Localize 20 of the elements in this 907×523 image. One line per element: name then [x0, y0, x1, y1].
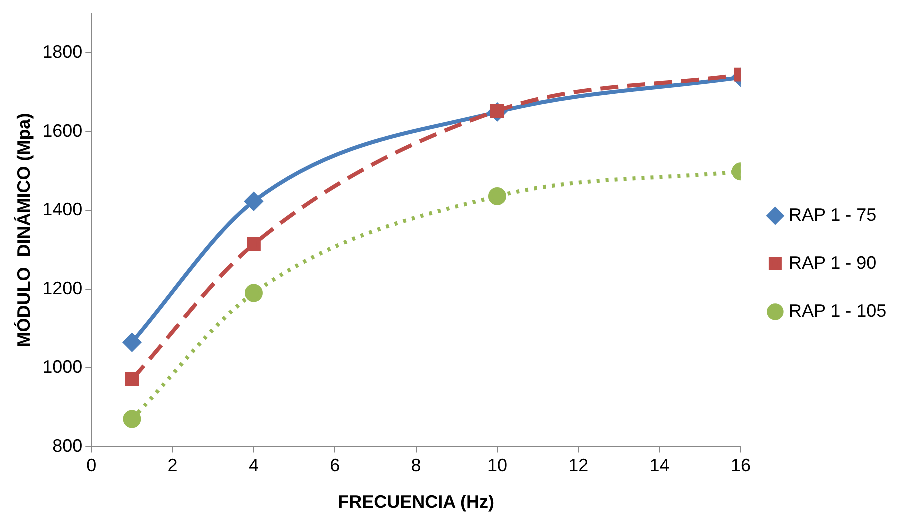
x-tick-label: 8 — [411, 456, 422, 476]
y-tick-label: 1600 — [42, 120, 83, 141]
y-tick-label: 1000 — [42, 357, 83, 378]
x-tick-label: 14 — [650, 456, 670, 476]
legend-label: RAP 1 - 90 — [788, 252, 877, 273]
x-tick-label: 16 — [730, 456, 751, 476]
y-tick-label: 1200 — [42, 278, 83, 298]
x-axis-title: FRECUENCIA (Hz) — [338, 492, 494, 512]
x-tick-label: 4 — [248, 456, 259, 476]
x-tick-label: 0 — [86, 456, 97, 476]
x-tick-label: 12 — [568, 456, 589, 476]
legend-label: RAP 1 - 105 — [788, 300, 887, 321]
y-tick-label: 800 — [52, 436, 83, 456]
y-tick-label: 1800 — [42, 42, 83, 62]
x-tick-label: 6 — [330, 456, 340, 476]
legend-label: RAP 1 - 75 — [788, 204, 877, 225]
y-tick-label: 1400 — [42, 200, 83, 220]
x-tick-label: 10 — [487, 456, 508, 476]
y-axis-title: MÓDULO DINÁMICO (Mpa) — [14, 113, 34, 348]
x-tick-label: 2 — [168, 456, 178, 476]
